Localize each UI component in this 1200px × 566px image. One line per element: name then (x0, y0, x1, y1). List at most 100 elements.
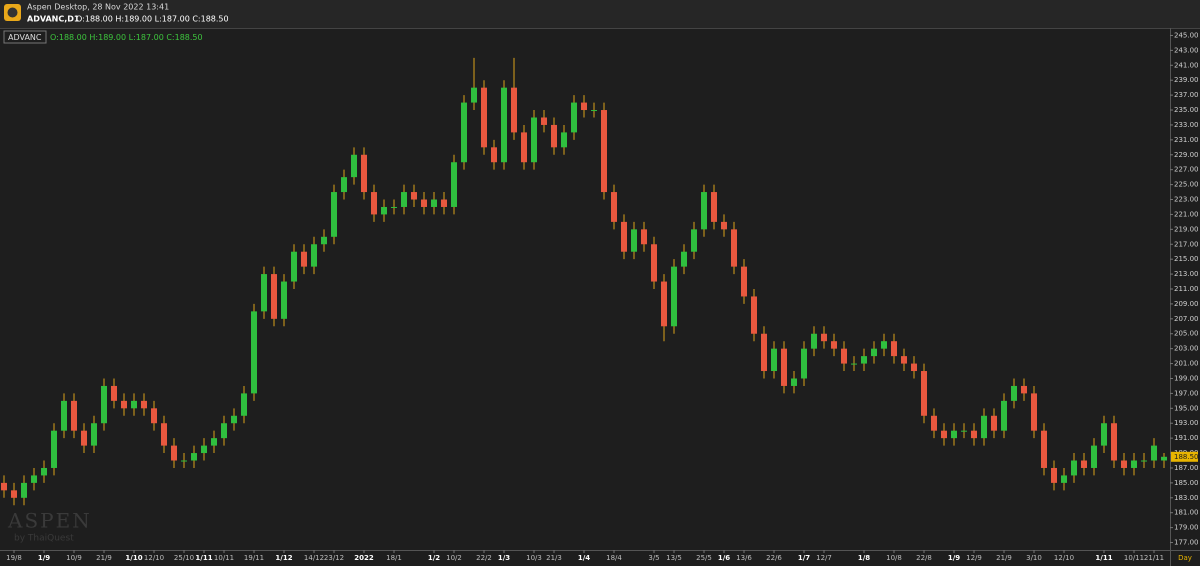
x-tick-label: 1/2 (428, 554, 440, 562)
x-tick-label: 1/9 (948, 554, 960, 562)
x-tick-label: 3/10 (1026, 554, 1042, 562)
candle-body (191, 453, 197, 461)
x-tick-label: 25/10 (174, 554, 194, 562)
candle-body (331, 192, 337, 237)
x-tick-label: 3/5 (648, 554, 659, 562)
candle-body (801, 348, 807, 379)
candle-body (1071, 460, 1077, 476)
candle-body (461, 102, 467, 163)
candle-body (901, 356, 907, 364)
candle-body (781, 348, 787, 386)
candle-body (361, 154, 367, 193)
candle-body (951, 430, 957, 439)
candle-body (121, 400, 127, 409)
y-tick-label: 185.00 (1174, 479, 1199, 487)
title-bar (0, 0, 1200, 28)
candle-body (961, 430, 967, 432)
candle-body (531, 117, 537, 163)
y-tick-label: 217.00 (1174, 240, 1199, 248)
candle-body (81, 430, 87, 446)
candle-body (421, 199, 427, 207)
candle-body (51, 430, 57, 468)
candle-body (31, 475, 37, 483)
candle-body (851, 363, 857, 365)
x-tick-label: 10/2 (446, 554, 462, 562)
candle-body (1091, 445, 1097, 468)
candle-body (611, 192, 617, 222)
candle-body (481, 87, 487, 148)
y-tick-label: 219.00 (1174, 225, 1199, 233)
candle-body (471, 87, 477, 103)
symbol-header: ADVANC,D1 (27, 15, 80, 24)
candle-body (651, 244, 657, 282)
candle-body (1131, 460, 1137, 468)
candle-body (491, 147, 497, 163)
candle-body (991, 415, 997, 431)
y-tick-label: 233.00 (1174, 121, 1199, 129)
y-tick-label: 235.00 (1174, 106, 1199, 114)
x-tick-label: 18/1 (386, 554, 402, 562)
x-tick-label: 1/9 (38, 554, 50, 562)
x-tick-label: 23/12 (324, 554, 344, 562)
candle-body (641, 229, 647, 245)
candle-body (1001, 400, 1007, 431)
window-title: Aspen Desktop, 28 Nov 2022 13:41 (27, 3, 169, 12)
x-unit-label: Day (1178, 554, 1192, 562)
plot: 177.00179.00181.00183.00185.00187.00189.… (1, 31, 1199, 562)
candle-body (931, 415, 937, 431)
x-tick-label: 25/5 (696, 554, 712, 562)
y-tick-label: 239.00 (1174, 76, 1199, 84)
y-tick-label: 181.00 (1174, 509, 1199, 517)
candle-body (751, 296, 757, 334)
y-tick-label: 183.00 (1174, 494, 1199, 502)
candle-body (11, 490, 17, 498)
x-tick-label: 1/10 (125, 554, 142, 562)
last-price-label: 188.50 (1174, 453, 1199, 461)
watermark-sub: by ThaiQuest (14, 534, 74, 544)
candle-body (591, 110, 597, 112)
watermark: ASPEN (7, 509, 92, 533)
x-tick-label: 1/11 (195, 554, 212, 562)
candle-body (581, 102, 587, 111)
legend-symbol: ADVANC (8, 33, 42, 42)
candle-body (601, 110, 607, 193)
x-tick-label: 21/3 (546, 554, 562, 562)
candle-body (861, 356, 867, 364)
candle-body (891, 341, 897, 357)
candle-body (141, 400, 147, 409)
legend-box (3, 30, 47, 44)
y-tick-label: 197.00 (1174, 389, 1199, 397)
x-tick-label: 21/9 (96, 554, 112, 562)
y-tick-label: 231.00 (1174, 136, 1199, 144)
candle-body (511, 87, 517, 133)
candle-body (261, 274, 267, 312)
x-tick-label: 22/6 (766, 554, 782, 562)
candle-body (831, 341, 837, 349)
candle-body (251, 311, 257, 394)
candle-body (771, 348, 777, 372)
candle-body (231, 415, 237, 424)
y-tick-label: 227.00 (1174, 166, 1199, 174)
candle-body (521, 132, 527, 163)
candle-body (561, 132, 567, 148)
x-tick-label: 21/11 (1144, 554, 1164, 562)
candle-body (911, 363, 917, 372)
candle-body (91, 423, 97, 446)
candle-body (871, 348, 877, 357)
y-tick-label: 229.00 (1174, 151, 1199, 159)
x-tick-label: 2022 (354, 554, 374, 562)
candle-body (881, 341, 887, 349)
x-tick-label: 10/8 (886, 554, 902, 562)
candle-body (171, 445, 177, 461)
candle-body (351, 154, 357, 178)
candle-body (1081, 460, 1087, 468)
candle-body (1111, 423, 1117, 461)
x-tick-label: 12/7 (816, 554, 832, 562)
candle-body (701, 192, 707, 230)
candle-body (321, 236, 327, 245)
candle-body (151, 408, 157, 424)
candle-body (1141, 460, 1147, 462)
y-tick-label: 245.00 (1174, 31, 1199, 39)
